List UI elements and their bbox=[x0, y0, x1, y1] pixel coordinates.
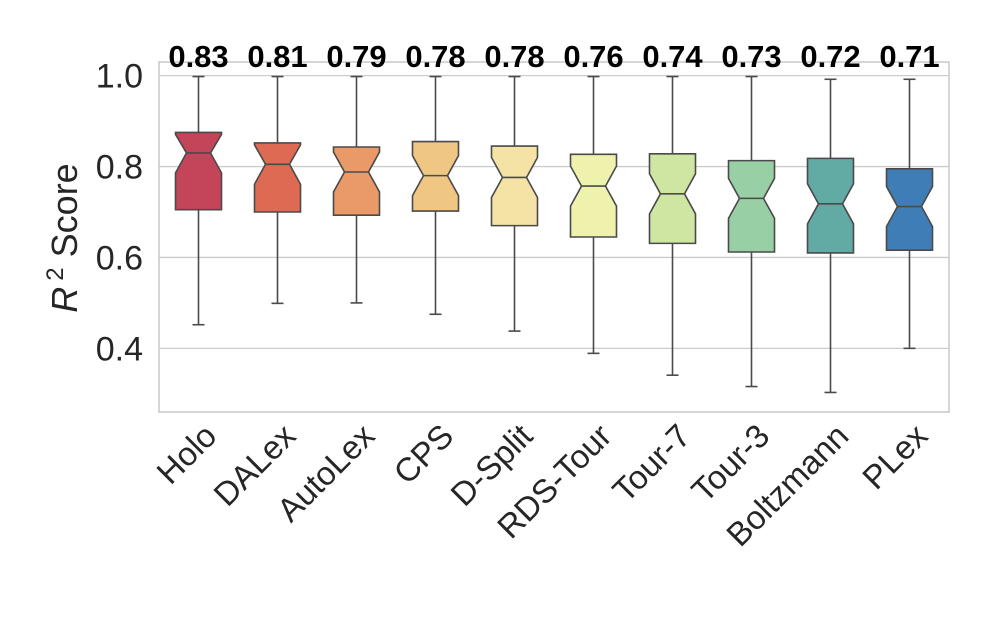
y-axis-title-symbol: R bbox=[44, 287, 85, 313]
box-autolex bbox=[332, 75, 381, 304]
y-tick-label: 0.8 bbox=[96, 149, 143, 187]
box-dalex bbox=[253, 75, 302, 305]
box-body bbox=[332, 146, 381, 216]
median-label: 0.74 bbox=[642, 39, 703, 74]
box-holo bbox=[174, 75, 223, 326]
boxes bbox=[174, 75, 934, 394]
median-label: 0.83 bbox=[168, 39, 228, 74]
median-label: 0.79 bbox=[326, 39, 386, 74]
plot-frame bbox=[158, 61, 950, 413]
box-rds-tour bbox=[569, 75, 618, 355]
median-label: 0.78 bbox=[484, 39, 544, 74]
box-body bbox=[569, 153, 618, 238]
box-body bbox=[648, 153, 697, 245]
box-body bbox=[727, 159, 776, 253]
y-axis-title: R 2 Score bbox=[42, 163, 85, 312]
median-label: 0.78 bbox=[405, 39, 465, 74]
median-label: 0.76 bbox=[563, 39, 623, 74]
box-boltzmann bbox=[806, 78, 855, 394]
box-d-split bbox=[490, 75, 539, 332]
box-body bbox=[253, 142, 302, 213]
median-labels: 0.83 0.81 0.79 0.78 0.78 0.76 0.74 0.73 0.72 0.71 bbox=[168, 39, 939, 74]
y-axis-title-superscript: 2 bbox=[42, 267, 69, 280]
y-axis-ticks: 0.4 0.6 0.8 1.0 bbox=[96, 58, 143, 369]
box-tour-7 bbox=[648, 75, 697, 376]
y-axis-title-text: Score bbox=[44, 163, 85, 257]
box-body bbox=[490, 145, 539, 227]
box-body bbox=[885, 168, 934, 251]
box-cps bbox=[411, 75, 460, 316]
median-label: 0.73 bbox=[721, 39, 781, 74]
x-tick-label: PLex bbox=[855, 416, 935, 496]
box-plex bbox=[885, 78, 934, 350]
median-label: 0.72 bbox=[800, 39, 860, 74]
box-body bbox=[174, 131, 223, 211]
y-tick-label: 0.4 bbox=[96, 330, 143, 368]
y-tick-label: 0.6 bbox=[96, 239, 143, 277]
median-label: 0.71 bbox=[879, 39, 939, 74]
y-tick-label: 1.0 bbox=[96, 58, 143, 96]
box-tour-3 bbox=[727, 75, 776, 388]
median-label: 0.81 bbox=[247, 39, 307, 74]
x-tick-label: Tour-7 bbox=[605, 417, 697, 509]
box-body bbox=[806, 157, 855, 254]
